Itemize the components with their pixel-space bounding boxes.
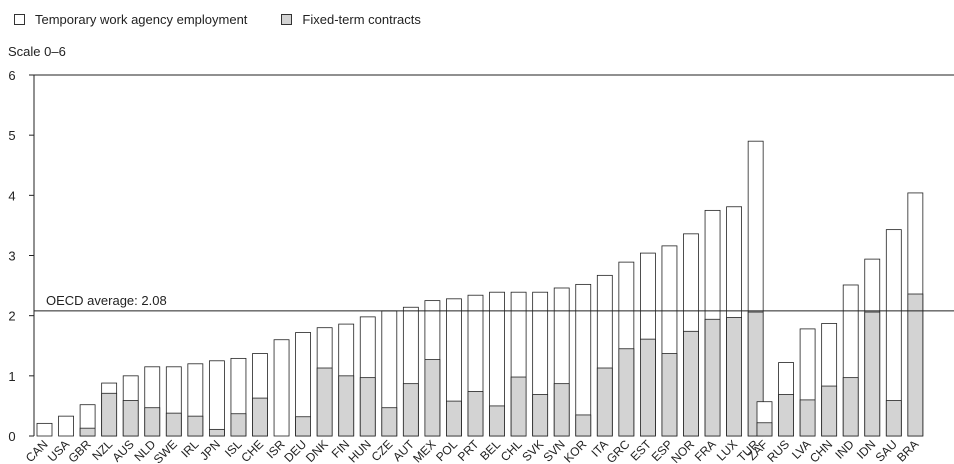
y-tick-label: 1: [8, 369, 15, 384]
bar-fixed-kor: [575, 414, 592, 437]
x-tick-label: JPN: [197, 437, 223, 463]
x-tick-label: IND: [832, 437, 857, 462]
y-tick-label: 3: [8, 249, 15, 264]
bar-fixed-grc: [618, 348, 635, 437]
bar-fixed-pol: [446, 400, 462, 437]
legend-label-fixed: Fixed-term contracts: [302, 12, 421, 27]
bar-fixed-jpn: [208, 428, 225, 437]
bar-fixed-hun: [359, 377, 376, 437]
bar-fixed-nld: [144, 407, 161, 437]
bar-fixed-sau: [885, 400, 902, 437]
x-tick-label: BEL: [477, 437, 503, 463]
bar-fixed-ita: [596, 367, 613, 437]
x-tick-label: HUN: [346, 437, 374, 464]
bar-fixed-cze: [381, 407, 398, 437]
y-tick-label: 4: [8, 188, 15, 203]
bar-fixed-rus: [778, 394, 794, 437]
y-tick-label: 5: [8, 128, 15, 143]
bar-total-can: [36, 422, 53, 437]
bar-fixed-chl: [510, 376, 527, 437]
bar-fixed-mex: [424, 359, 441, 437]
bar-fixed-bra: [907, 293, 924, 437]
y-tick-label: 6: [8, 68, 15, 83]
x-tick-label: NZL: [89, 437, 115, 463]
x-tick-label: IRL: [178, 437, 201, 460]
bar-fixed-che: [252, 397, 268, 437]
x-tick-label: CZE: [369, 437, 396, 464]
bar-fixed-dnk: [316, 367, 333, 437]
bar-fixed-zaf: [756, 422, 773, 437]
x-tick-label: SAU: [873, 437, 900, 464]
bar-fixed-ind: [842, 377, 859, 437]
legend-swatch-agency: [14, 14, 25, 25]
bar-fixed-esp: [661, 353, 678, 437]
x-tick-label: EST: [628, 437, 655, 464]
x-tick-label: BRA: [894, 437, 921, 464]
x-tick-label: SVN: [540, 437, 567, 464]
x-tick-label: GRC: [604, 437, 633, 464]
x-tick-label: MEX: [410, 437, 438, 464]
bar-fixed-irl: [187, 415, 204, 437]
bar-fixed-est: [640, 338, 656, 437]
bar-fixed-aut: [402, 383, 419, 437]
bar-fixed-isl: [230, 413, 247, 437]
x-tick-label: NOR: [668, 437, 697, 464]
bar-total-jpn: [208, 360, 225, 437]
x-tick-label: POL: [433, 437, 460, 464]
y-axis-scale-label: Scale 0–6: [8, 44, 66, 59]
bar-fixed-lva: [799, 399, 816, 437]
oecd-average-label: OECD average: 2.08: [46, 293, 167, 308]
x-tick-label: CAN: [23, 437, 51, 464]
x-tick-label: GBR: [65, 437, 94, 464]
bar-fixed-aus: [122, 400, 139, 437]
bar-fixed-svk: [532, 394, 549, 437]
bar-fixed-fin: [338, 375, 355, 437]
bar-fixed-chn: [821, 385, 838, 437]
bar-fixed-bel: [489, 405, 505, 437]
x-tick-label: RUS: [764, 437, 792, 464]
x-tick-label: CHL: [498, 437, 525, 464]
x-tick-label: CHE: [238, 437, 266, 464]
bar-total-kor: [575, 283, 592, 437]
bar-fixed-nor: [683, 330, 699, 437]
legend-label-agency: Temporary work agency employment: [35, 12, 248, 27]
bar-fixed-deu: [295, 416, 312, 437]
x-tick-label: KOR: [561, 437, 590, 464]
bar-fixed-idn: [864, 311, 881, 437]
y-tick-label: 0: [8, 429, 15, 444]
legend-swatch-fixed: [281, 14, 293, 25]
bar-fixed-fra: [704, 318, 721, 437]
bar-fixed-swe: [165, 412, 182, 437]
legend: Temporary work agency employment Fixed-t…: [14, 12, 455, 27]
x-tick-label: SWE: [151, 437, 180, 464]
bar-fixed-gbr: [79, 427, 96, 437]
x-tick-label: AUS: [109, 437, 136, 464]
bar-fixed-nzl: [101, 392, 118, 437]
x-tick-label: FRA: [692, 437, 719, 464]
legend-item-agency: Temporary work agency employment: [14, 12, 247, 27]
x-tick-label: LUX: [714, 437, 740, 463]
x-tick-label: DEU: [281, 437, 309, 464]
x-tick-label: USA: [45, 437, 72, 464]
bar-fixed-lux: [726, 317, 742, 437]
legend-item-fixed: Fixed-term contracts: [281, 12, 421, 27]
y-tick-label: 2: [8, 309, 15, 324]
bar-total-isr: [273, 339, 290, 437]
x-tick-label: PRT: [455, 437, 482, 464]
bar-fixed-prt: [467, 391, 484, 437]
x-tick-label: SVK: [519, 437, 546, 464]
x-tick-label: CHN: [807, 437, 835, 464]
bar-total-usa: [58, 415, 74, 437]
x-tick-label: DNK: [303, 437, 331, 464]
bar-fixed-svn: [553, 383, 570, 437]
